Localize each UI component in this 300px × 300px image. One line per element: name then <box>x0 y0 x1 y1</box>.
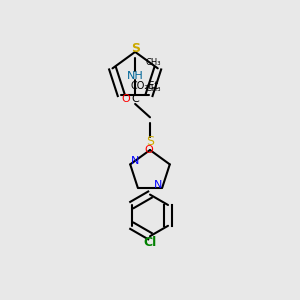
Text: O: O <box>144 145 153 155</box>
Text: CO₂Et: CO₂Et <box>131 81 159 91</box>
Text: S: S <box>146 135 154 148</box>
Text: O: O <box>122 94 130 104</box>
Text: Cl: Cl <box>143 236 157 249</box>
Text: S: S <box>130 42 140 56</box>
Text: C: C <box>131 94 139 104</box>
Text: CH₃: CH₃ <box>146 85 161 94</box>
Text: N: N <box>154 180 162 190</box>
Text: NH: NH <box>127 71 143 81</box>
Text: CH₃: CH₃ <box>146 58 161 67</box>
Text: N: N <box>130 156 139 167</box>
